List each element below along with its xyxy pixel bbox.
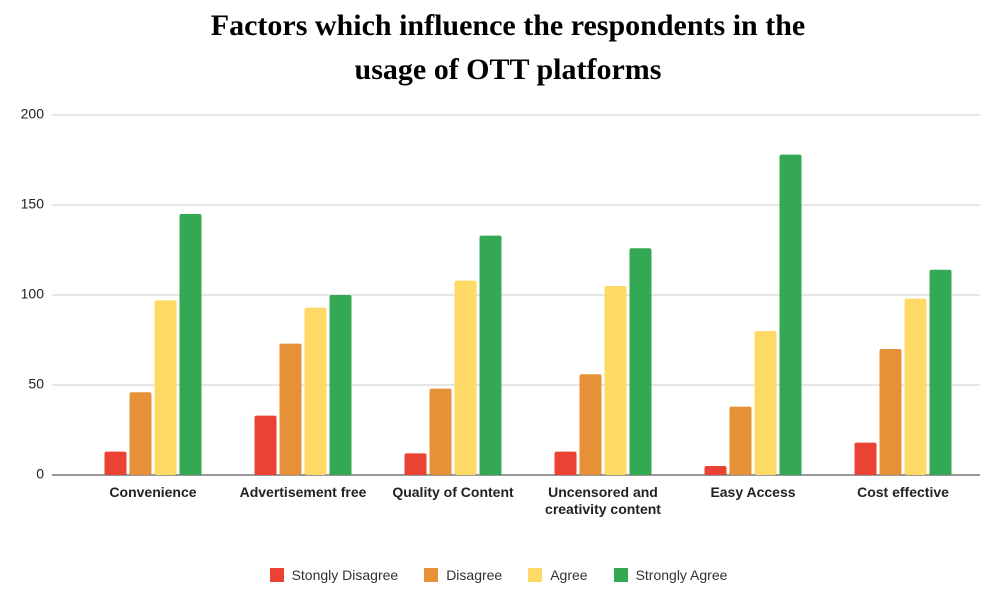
legend-label: Disagree: [446, 567, 503, 583]
bar: [129, 392, 152, 475]
y-tick-label: 200: [21, 106, 45, 122]
x-tick-label: Quality of Content: [392, 484, 514, 500]
bar: [104, 451, 127, 475]
y-tick-label: 50: [28, 376, 44, 392]
legend-item: Strongly Agree: [613, 567, 728, 583]
bar: [454, 280, 477, 475]
bar: [729, 406, 752, 475]
legend-label: Stongly Disagree: [291, 567, 399, 583]
y-tick-label: 150: [21, 196, 45, 212]
y-tick-label: 0: [36, 466, 44, 482]
x-tick-label: Cost effective: [857, 484, 949, 500]
bar: [579, 374, 602, 475]
legend-item: Disagree: [424, 567, 502, 583]
bar: [629, 248, 652, 475]
legend-swatch: [424, 568, 439, 582]
legend-swatch: [528, 568, 543, 582]
bar: [304, 307, 327, 475]
bar: [754, 331, 777, 475]
legend-swatch: [613, 568, 628, 582]
bar: [404, 453, 427, 475]
legend-item: Agree: [528, 567, 588, 583]
legend-item: Stongly Disagree: [269, 567, 399, 583]
bar: [179, 214, 202, 475]
legend-label: Agree: [550, 567, 588, 583]
x-tick-label: Convenience: [109, 484, 197, 500]
x-tick-label: Advertisement free: [239, 484, 367, 500]
legend-swatch: [269, 568, 284, 582]
bar: [154, 300, 177, 475]
bar: [904, 298, 927, 475]
bar: [479, 235, 502, 475]
bar: [879, 349, 902, 475]
x-tick-label: Uncensored and creativity content: [545, 484, 661, 517]
y-tick-label: 100: [21, 286, 45, 302]
bar: [279, 343, 302, 475]
bar: [554, 451, 577, 475]
x-tick-label: Easy Access: [710, 484, 796, 500]
bar: [929, 269, 952, 475]
bar: [329, 295, 352, 475]
chart-title: Factors which influence the respondents …: [210, 9, 806, 86]
bar: [429, 388, 452, 475]
legend: Stongly Disagree Disagree Agree Strongly Ag…: [0, 567, 997, 583]
bar: [704, 466, 727, 475]
bar: [604, 286, 627, 475]
legend-label: Strongly Agree: [635, 567, 728, 583]
bar: [254, 415, 277, 475]
bar: [854, 442, 877, 475]
bar: [779, 154, 802, 475]
